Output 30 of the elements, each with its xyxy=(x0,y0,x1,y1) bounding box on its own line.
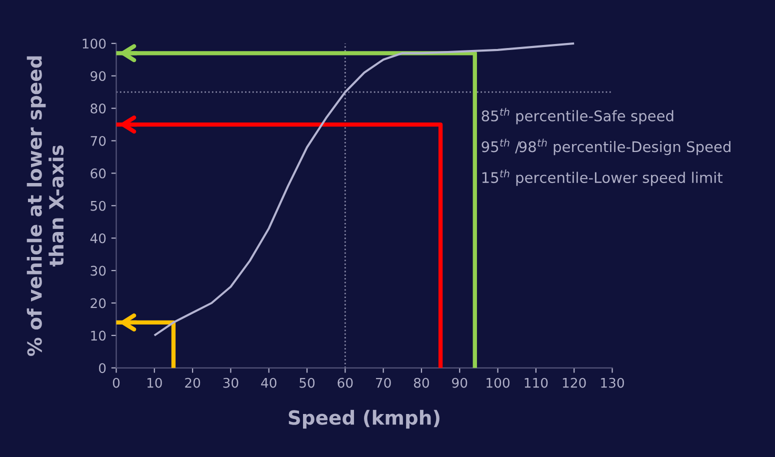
y-tick-label: 70 xyxy=(90,136,106,146)
x-tick-label: 30 xyxy=(223,378,238,388)
annotation: 85$^{th}$ percentile-Safe speed xyxy=(482,108,674,124)
x-tick-label: 100 xyxy=(486,378,510,388)
y-tick-label: 90 xyxy=(90,71,106,82)
x-tick-label: 60 xyxy=(338,378,353,388)
y-tick-label: 40 xyxy=(90,233,106,244)
x-tick-label: 130 xyxy=(601,378,624,388)
y-tick-label: 60 xyxy=(90,168,106,178)
x-tick-label: 80 xyxy=(414,378,429,388)
x-tick-label: 40 xyxy=(261,378,276,388)
y-tick-label: 100 xyxy=(82,38,106,49)
x-tick-label: 120 xyxy=(562,378,586,388)
x-tick-label: 70 xyxy=(376,378,391,388)
x-tick-label: 50 xyxy=(300,378,315,388)
y-tick-label: 20 xyxy=(90,298,106,308)
annotation: 15$^{th}$ percentile-Lower speed limit xyxy=(482,170,723,186)
x-tick-label: 10 xyxy=(147,378,162,388)
y-tick-label: 30 xyxy=(90,266,106,276)
x-axis-title: Speed (kmph) xyxy=(288,410,440,429)
y-axis-title: % of vehicle at lower speed than X-axis xyxy=(26,56,64,356)
x-tick-label: 0 xyxy=(112,378,120,388)
x-tick-label: 90 xyxy=(452,378,468,388)
y-tick-label: 80 xyxy=(90,104,106,114)
x-tick-label: 110 xyxy=(524,378,548,388)
annotation: 95$^{th}$ /98$^{th}$ percentile-Design Speed xyxy=(482,138,730,156)
x-tick-label: 20 xyxy=(185,378,200,388)
y-tick-label: 0 xyxy=(99,363,106,374)
y-tick-label: 10 xyxy=(91,330,106,341)
y-tick-label: 50 xyxy=(90,200,106,211)
